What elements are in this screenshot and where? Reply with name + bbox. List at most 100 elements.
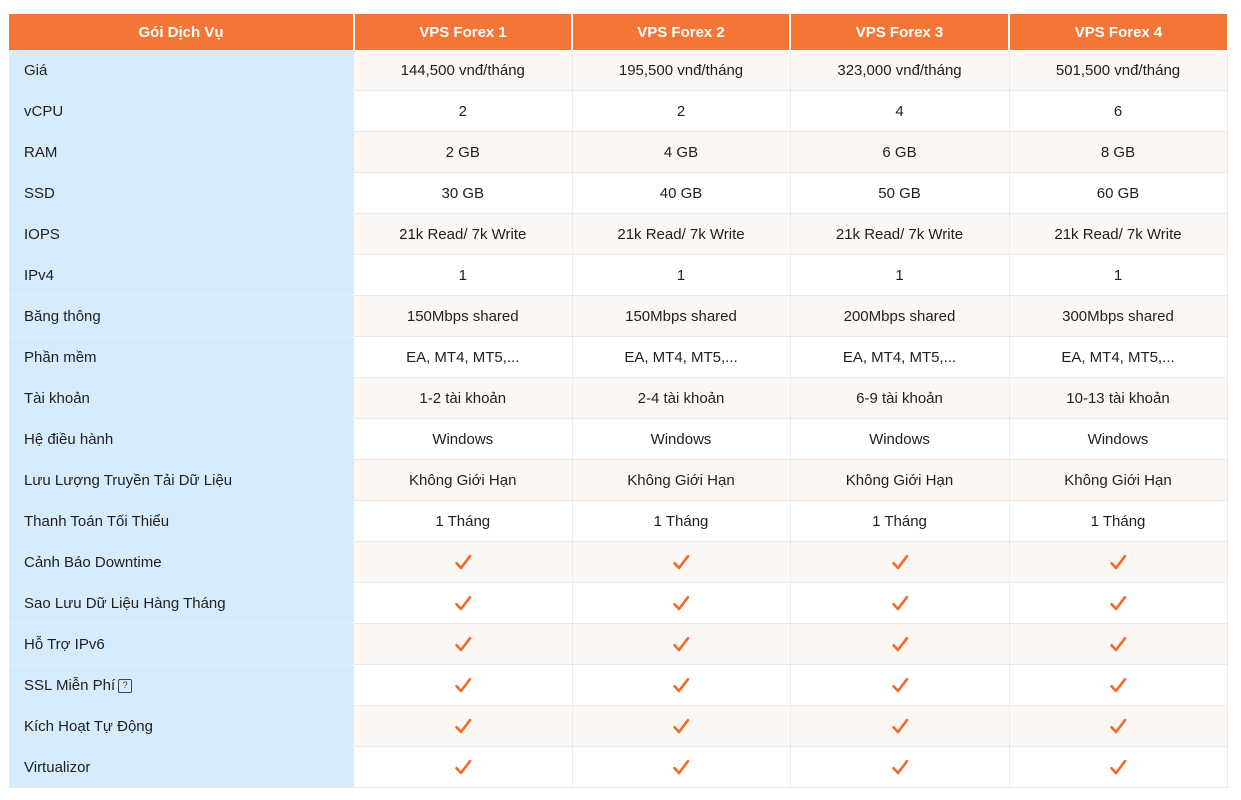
table-row: Sao Lưu Dữ Liệu Hàng Tháng	[9, 582, 1228, 624]
cell-plan-2	[572, 664, 791, 706]
row-label-cell: Virtualizor	[9, 746, 354, 788]
table-row: Băng thông 150Mbps shared 150Mbps shared 20…	[9, 295, 1228, 337]
table-row: Lưu Lượng Truyền Tải Dữ Liệu Không Giới H…	[9, 459, 1228, 501]
checkmark-icon	[891, 717, 909, 735]
table-row: Hỗ Trợ IPv6	[9, 623, 1228, 665]
cell-plan-4: 10-13 tài khoản	[1009, 377, 1228, 419]
cell-plan-4	[1009, 582, 1228, 624]
row-label-cell: SSL Miễn Phí?	[9, 664, 354, 706]
table-row: vCPU 2 2 4 6	[9, 90, 1228, 132]
cell-plan-4: 501,500 vnđ/tháng	[1009, 50, 1228, 91]
checkmark-icon	[1109, 717, 1127, 735]
table-row: RAM 2 GB 4 GB 6 GB 8 GB	[9, 131, 1228, 173]
table-row: IPv4 1 1 1 1	[9, 254, 1228, 296]
cell-plan-1	[354, 541, 573, 583]
header-service-label: Gói Dịch Vụ	[9, 14, 355, 50]
cell-plan-1: EA, MT4, MT5,...	[354, 336, 573, 378]
pricing-table-container: Gói Dịch Vụ VPS Forex 1 VPS Forex 2 VPS …	[9, 14, 1228, 788]
cell-plan-3: 6 GB	[790, 131, 1010, 173]
cell-plan-2	[572, 541, 791, 583]
checkmark-icon	[454, 553, 472, 571]
checkmark-icon	[454, 717, 472, 735]
cell-plan-3	[790, 746, 1010, 788]
checkmark-icon	[1109, 676, 1127, 694]
row-label: Giá	[9, 50, 354, 91]
checkmark-icon	[891, 758, 909, 776]
cell-plan-3: 50 GB	[790, 172, 1010, 214]
checkmark-icon	[454, 635, 472, 653]
cell-plan-2: 21k Read/ 7k Write	[572, 213, 791, 255]
header-plan-4: VPS Forex 4	[1009, 14, 1227, 50]
checkmark-icon	[891, 553, 909, 571]
checkmark-icon	[672, 594, 690, 612]
cell-plan-4: Không Giới Hạn	[1009, 459, 1228, 501]
cell-plan-3	[790, 541, 1010, 583]
table-row: SSD 30 GB 40 GB 50 GB 60 GB	[9, 172, 1228, 214]
header-plan-1: VPS Forex 1	[354, 14, 573, 50]
table-row: SSL Miễn Phí?	[9, 664, 1228, 706]
cell-plan-1: 144,500 vnđ/tháng	[354, 50, 573, 91]
row-label: Tài khoản	[9, 377, 354, 419]
cell-plan-2: 150Mbps shared	[572, 295, 791, 337]
cell-plan-4	[1009, 623, 1228, 665]
cell-plan-1: 30 GB	[354, 172, 573, 214]
cell-plan-4	[1009, 664, 1228, 706]
cell-plan-2: Windows	[572, 418, 791, 460]
row-label: Kích Hoạt Tự Động	[24, 717, 153, 735]
table-row: Thanh Toán Tối Thiểu 1 Tháng 1 Tháng 1 Thán…	[9, 500, 1228, 542]
checkmark-icon	[1109, 553, 1127, 571]
row-label: Phần mềm	[9, 336, 354, 378]
cell-plan-3: 323,000 vnđ/tháng	[790, 50, 1010, 91]
question-mark-icon[interactable]: ?	[118, 678, 133, 693]
cell-plan-1	[354, 705, 573, 747]
cell-plan-1: 2 GB	[354, 131, 573, 173]
cell-plan-4: EA, MT4, MT5,...	[1009, 336, 1228, 378]
cell-plan-3: 21k Read/ 7k Write	[790, 213, 1010, 255]
row-label: Sao Lưu Dữ Liệu Hàng Tháng	[24, 594, 226, 612]
table-row: IOPS 21k Read/ 7k Write 21k Read/ 7k Write…	[9, 213, 1228, 255]
cell-plan-2: 2	[572, 90, 791, 132]
cell-plan-4	[1009, 541, 1228, 583]
cell-plan-2: 4 GB	[572, 131, 791, 173]
cell-plan-2: 195,500 vnđ/tháng	[572, 50, 791, 91]
header-plan-2: VPS Forex 2	[572, 14, 791, 50]
cell-plan-2: 40 GB	[572, 172, 791, 214]
row-label-cell: Sao Lưu Dữ Liệu Hàng Tháng	[9, 582, 354, 624]
row-label: Cảnh Báo Downtime	[24, 553, 162, 571]
checkmark-icon	[672, 553, 690, 571]
cell-plan-3: Windows	[790, 418, 1010, 460]
row-label: IOPS	[9, 213, 354, 255]
cell-plan-3	[790, 664, 1010, 706]
cell-plan-1: Không Giới Hạn	[354, 459, 573, 501]
checkmark-icon	[672, 717, 690, 735]
row-label: RAM	[9, 131, 354, 173]
checkmark-icon	[454, 676, 472, 694]
row-label: Hệ điều hành	[9, 418, 354, 460]
cell-plan-2	[572, 746, 791, 788]
table-header-row: Gói Dịch Vụ VPS Forex 1 VPS Forex 2 VPS …	[9, 14, 1227, 50]
cell-plan-3: Không Giới Hạn	[790, 459, 1010, 501]
checkmark-icon	[672, 758, 690, 776]
checkmark-icon	[1109, 758, 1127, 776]
table-row: Cảnh Báo Downtime	[9, 541, 1228, 583]
row-label: Thanh Toán Tối Thiểu	[9, 500, 354, 542]
table-row: Hệ điều hành Windows Windows Windows Windows	[9, 418, 1228, 460]
cell-plan-2: 1	[572, 254, 791, 296]
row-label: Băng thông	[9, 295, 354, 337]
cell-plan-3: 1	[790, 254, 1010, 296]
cell-plan-2: 1 Tháng	[572, 500, 791, 542]
cell-plan-4: 6	[1009, 90, 1228, 132]
cell-plan-2: 2-4 tài khoản	[572, 377, 791, 419]
checkmark-icon	[891, 594, 909, 612]
cell-plan-4: 1	[1009, 254, 1228, 296]
cell-plan-1: 1 Tháng	[354, 500, 573, 542]
cell-plan-1	[354, 623, 573, 665]
checkmark-icon	[454, 594, 472, 612]
table-row: Virtualizor	[9, 746, 1228, 788]
cell-plan-4: 1 Tháng	[1009, 500, 1228, 542]
table-row: Tài khoản 1-2 tài khoản 2-4 tài khoản 6-9 t…	[9, 377, 1228, 419]
cell-plan-3: EA, MT4, MT5,...	[790, 336, 1010, 378]
row-label: SSL Miễn Phí	[24, 676, 116, 694]
row-label: Hỗ Trợ IPv6	[24, 635, 105, 653]
cell-plan-2: EA, MT4, MT5,...	[572, 336, 791, 378]
